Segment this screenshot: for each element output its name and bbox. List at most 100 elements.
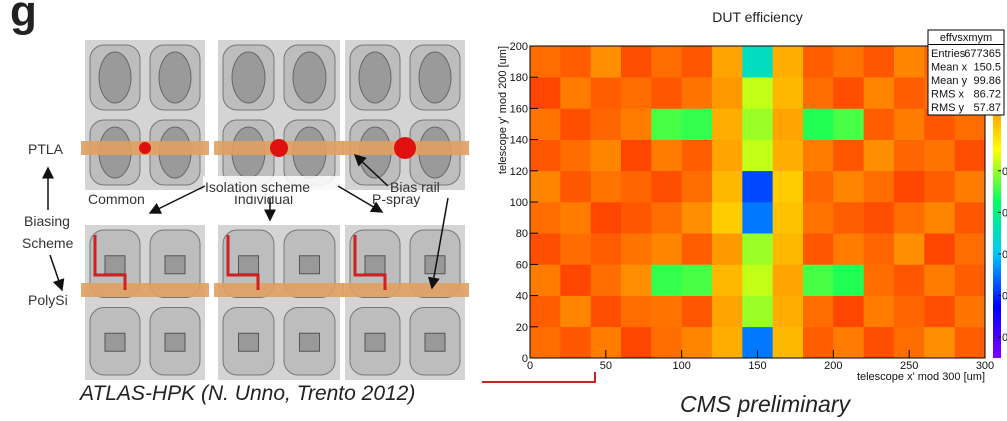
y-tick-label: 120	[510, 166, 528, 178]
slide-title-fragment: g	[10, 0, 37, 36]
heatmap-cell	[560, 171, 591, 203]
label: Bias rail	[390, 179, 440, 195]
y-tick-label: 200	[510, 41, 528, 53]
heatmap-cell	[803, 327, 834, 359]
page: { "header": {"title_fragment": "g"}, "di…	[0, 0, 1007, 421]
heatmap-cell	[833, 202, 864, 234]
heatmap-cell	[864, 296, 895, 328]
bias-dot	[139, 142, 151, 154]
bump-pad	[300, 333, 320, 351]
stats-value: 57.87	[973, 102, 1001, 114]
pixel-implant	[99, 52, 131, 103]
heatmap-cell	[651, 108, 682, 139]
heatmap-cell	[833, 140, 864, 172]
stats-name: Mean x	[931, 62, 968, 74]
heatmap-cell	[530, 140, 561, 172]
heatmap-cell	[773, 233, 804, 265]
arrow	[150, 186, 205, 213]
heatmap-cell	[864, 264, 895, 296]
heatmap-cell	[833, 171, 864, 203]
heatmap-cell	[560, 327, 591, 359]
bias-rail	[81, 283, 209, 297]
heatmap-cell	[530, 233, 561, 265]
arrow	[50, 255, 62, 290]
heatmap-cell	[833, 233, 864, 265]
heatmap-cell	[591, 296, 622, 328]
heatmap-cell	[591, 140, 622, 172]
heatmap-cell	[773, 108, 804, 139]
heatmap-cell	[591, 108, 622, 139]
y-tick-label: 40	[516, 291, 528, 303]
heatmap-cell	[621, 140, 652, 172]
bump-pad	[365, 256, 385, 274]
heatmap-cell	[682, 46, 713, 78]
bump-pad	[165, 333, 185, 351]
heatmap-cell	[924, 327, 955, 359]
heatmap-cell	[924, 171, 955, 203]
heatmap-cell	[955, 264, 986, 296]
heatmap-cell	[773, 46, 804, 78]
bump-pad	[300, 256, 320, 274]
heatmap-cell	[621, 233, 652, 265]
heatmap-cell	[621, 171, 652, 203]
heatmap-cell	[621, 202, 652, 234]
heatmap-cell	[682, 327, 713, 359]
y-tick-label: 0	[522, 353, 528, 365]
heatmap-cell	[530, 202, 561, 234]
bias-rail	[341, 283, 469, 297]
stats-value: 150.5	[973, 62, 1001, 74]
color-bar-label: 0.6	[1002, 207, 1007, 219]
heatmap-cell	[621, 77, 652, 109]
slide: g PTLA Biasing Scheme PolySi Common Indi…	[0, 0, 1007, 421]
heatmap-cell	[924, 140, 955, 172]
heatmap-cell	[712, 202, 743, 234]
heatmap-cell	[560, 202, 591, 234]
label: Isolation scheme	[205, 179, 310, 195]
heatmap-cell	[530, 171, 561, 203]
heatmap-cell	[803, 171, 834, 203]
heatmap-cell	[682, 296, 713, 328]
heatmap-cell	[833, 264, 864, 296]
heatmap-cell	[773, 77, 804, 109]
heatmap-cell	[773, 296, 804, 328]
pixel-implant	[293, 52, 326, 103]
heatmap-cell	[742, 233, 773, 265]
heatmap-cell	[682, 202, 713, 234]
heatmap-cell	[621, 327, 652, 359]
heatmap-cell	[651, 77, 682, 109]
heatmap-cell	[864, 108, 895, 139]
heatmap-cell	[712, 264, 743, 296]
heatmap-cell	[924, 264, 955, 296]
x-tick-label: 100	[672, 360, 690, 372]
heatmap-cell	[621, 108, 652, 139]
heatmap-cell	[712, 233, 743, 265]
heatmap-cell	[530, 327, 561, 359]
heatmap-cell	[712, 171, 743, 203]
label: Biasing	[24, 213, 70, 229]
heatmap-cell	[712, 46, 743, 78]
heatmap-cell	[742, 77, 773, 109]
heatmap-cell	[955, 202, 986, 234]
x-tick-label: 200	[824, 360, 842, 372]
bump-pad	[105, 333, 125, 351]
heatmap-cell	[712, 327, 743, 359]
heatmap-cell	[560, 140, 591, 172]
heatmap-cell	[591, 77, 622, 109]
label: Common	[88, 191, 145, 207]
heatmap-cell	[742, 140, 773, 172]
heatmap-cell	[924, 296, 955, 328]
y-tick-label: 140	[510, 135, 528, 147]
heatmap-cell	[894, 140, 925, 172]
heatmap-cell	[894, 296, 925, 328]
stats-title: effvsxmym	[940, 32, 992, 44]
heatmap-cell	[894, 171, 925, 203]
bias-dot	[270, 139, 288, 157]
heatmap-cell	[894, 264, 925, 296]
heatmap-cell	[833, 108, 864, 139]
heatmap-cell	[621, 264, 652, 296]
x-tick-label: 50	[600, 360, 612, 372]
heatmap-cell	[894, 77, 925, 109]
stats-name: Entries	[931, 48, 966, 60]
heatmap-cell	[803, 264, 834, 296]
